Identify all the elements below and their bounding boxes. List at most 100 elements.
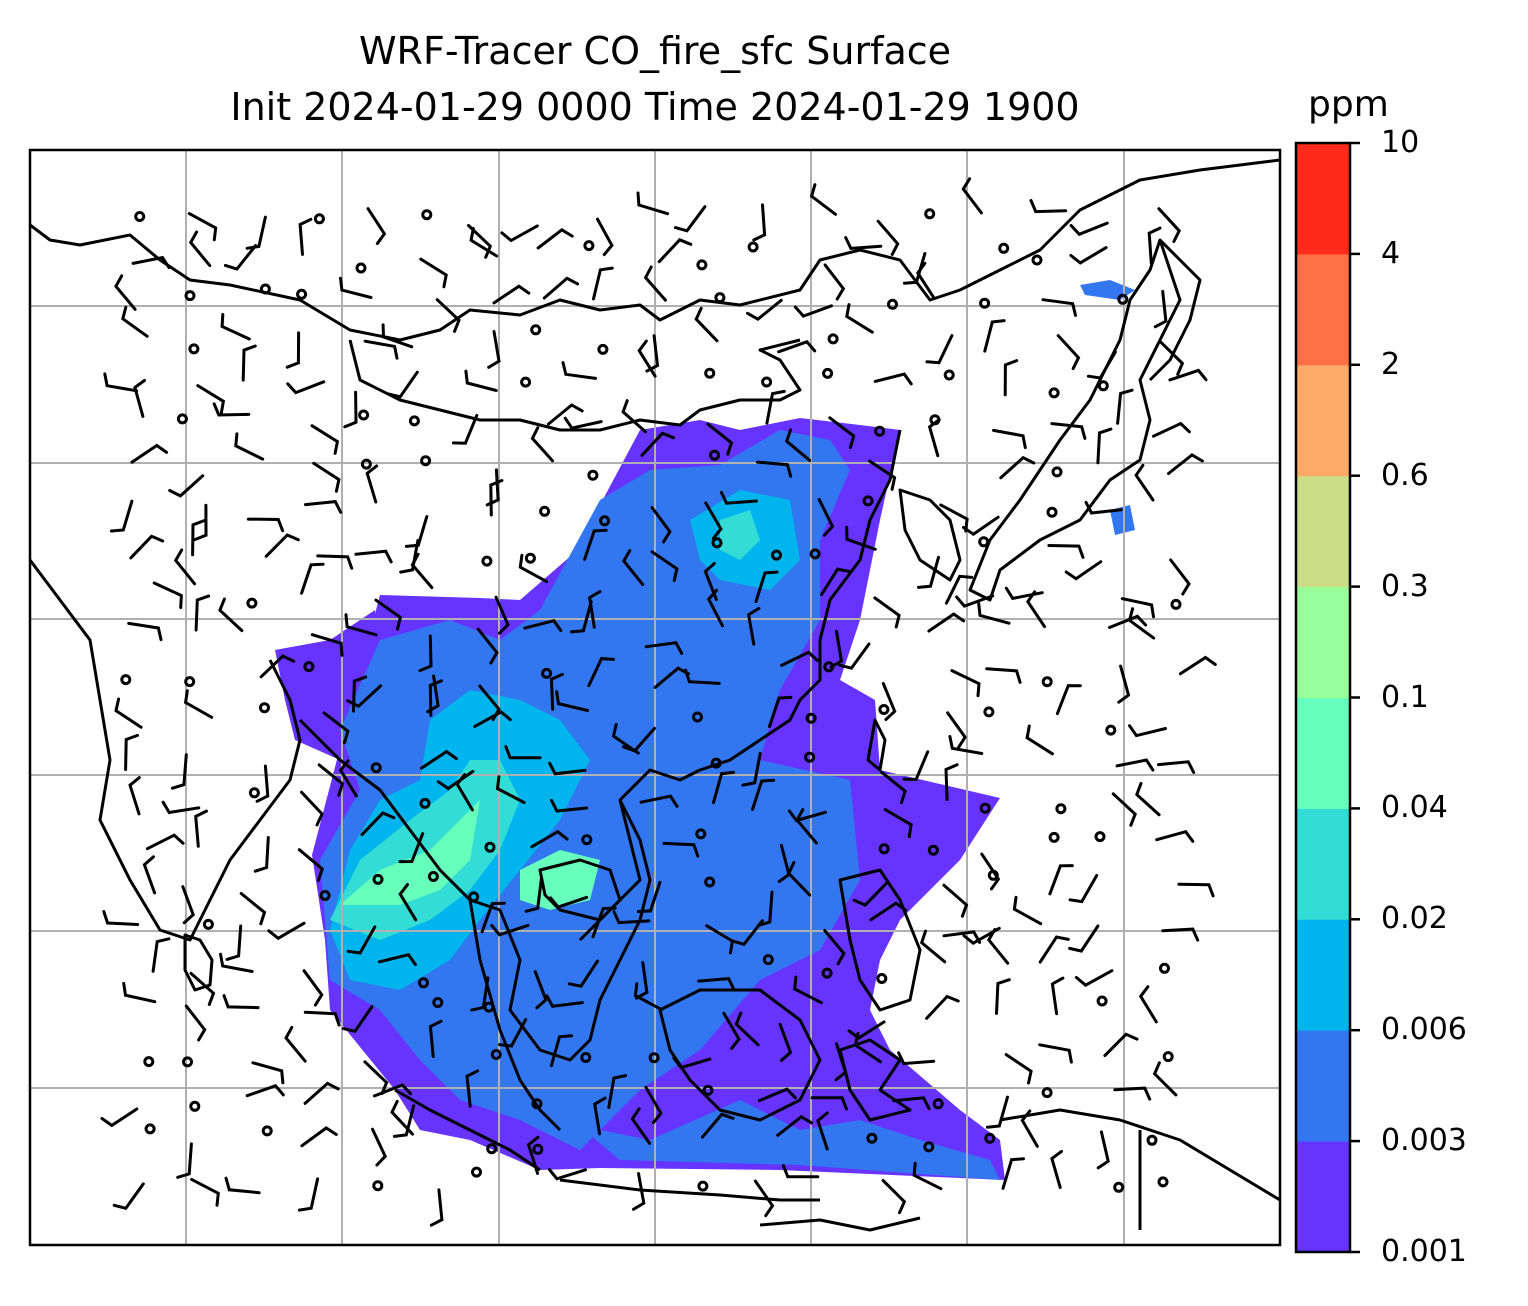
wind-barb	[392, 1104, 416, 1138]
wind-calm-marker	[762, 954, 774, 966]
wind-calm-marker	[648, 1052, 660, 1064]
wind-barb	[549, 895, 589, 909]
wind-barb	[1001, 1157, 1025, 1190]
wind-barb	[1050, 1149, 1063, 1189]
wind-calm-marker	[296, 288, 308, 300]
wind-barb	[124, 733, 139, 771]
wind-barb	[612, 910, 651, 925]
wind-barb	[122, 981, 157, 1004]
wind-barb	[487, 330, 501, 369]
wind-barb	[300, 790, 324, 827]
wind-barb	[173, 548, 197, 586]
wind-barb	[944, 574, 974, 605]
wind-calm-marker	[597, 343, 609, 355]
wind-calm-marker	[355, 262, 367, 274]
wind-barb	[962, 515, 1000, 537]
wind-calm-marker	[313, 213, 325, 225]
wind-calm-marker	[821, 967, 833, 979]
wind-barb	[985, 667, 1022, 684]
wind-calm-marker	[372, 873, 384, 885]
wind-calm-marker	[862, 495, 874, 507]
wind-barb	[694, 306, 719, 343]
wind-barb	[1004, 1053, 1033, 1085]
wind-calm-marker	[524, 552, 536, 564]
wind-barb	[756, 890, 774, 927]
wind-barb	[100, 1107, 139, 1128]
field-small-patch-japan	[1110, 505, 1135, 535]
wind-barb	[547, 403, 584, 426]
wind-calm-marker	[695, 828, 707, 840]
wind-calm-marker	[134, 211, 146, 222]
wind-barb	[637, 880, 662, 913]
wind-barb	[131, 255, 171, 270]
wind-barb	[644, 641, 684, 655]
wind-barb	[429, 1188, 444, 1227]
wind-calm-marker	[184, 290, 196, 302]
wind-barb	[469, 227, 499, 258]
wind-barb	[130, 443, 169, 464]
wind-barb	[352, 675, 368, 713]
wind-calm-marker	[580, 1052, 592, 1063]
wind-barb	[465, 1069, 480, 1108]
wind-barb	[942, 883, 969, 918]
wind-calm-marker	[360, 458, 372, 470]
colorbar	[1294, 141, 1360, 1254]
indochina	[298, 718, 652, 1062]
wind-barb	[490, 923, 530, 937]
wind-barb	[809, 183, 837, 216]
wind-barb	[191, 519, 206, 557]
wind-barb	[712, 770, 735, 804]
wind-barb	[363, 1060, 389, 1096]
wind-barb	[897, 1051, 936, 1066]
wind-barb	[919, 929, 947, 964]
wind-calm-marker	[531, 1098, 543, 1110]
wind-barb	[548, 761, 587, 776]
map-frame	[28, 148, 1282, 1247]
wind-barb	[650, 550, 679, 582]
wind-barb	[1138, 985, 1158, 1024]
colorbar-segment	[1296, 364, 1350, 477]
wind-calm-marker	[866, 1132, 878, 1144]
wind-barb	[817, 498, 835, 537]
wind-calm-marker	[979, 802, 991, 814]
wind-barb	[834, 1042, 848, 1082]
colorbar-segment	[1296, 143, 1350, 255]
wind-barb	[151, 937, 171, 973]
wind-calm-marker	[486, 1143, 498, 1155]
sumatra	[394, 1088, 541, 1172]
wind-barb	[1068, 874, 1099, 904]
colorbar-tick-label: 0.04	[1381, 790, 1448, 826]
wind-barb	[473, 710, 512, 728]
wind-barb	[591, 906, 617, 939]
wind-barb	[983, 319, 1006, 353]
wind-barb	[259, 654, 296, 679]
wind-barb	[112, 1182, 145, 1211]
wind-calm-marker	[143, 1056, 155, 1068]
wind-barb	[103, 372, 139, 393]
wind-calm-marker	[372, 1180, 384, 1192]
wind-barb	[948, 735, 984, 755]
wind-calm-marker	[822, 367, 834, 379]
wind-barb	[322, 711, 350, 745]
wind-barb	[1069, 246, 1108, 265]
wind-barb	[741, 751, 762, 787]
wind-calm-marker	[188, 343, 200, 355]
wind-barb	[317, 763, 345, 797]
wind-barb	[621, 549, 645, 586]
wind-barb	[925, 994, 960, 1020]
wind-barb	[1135, 781, 1161, 817]
wind-barb	[706, 588, 724, 628]
wind-barb	[1096, 1130, 1110, 1170]
wind-barb	[127, 621, 163, 642]
wind-barb	[220, 313, 251, 341]
wind-calm-marker	[420, 455, 432, 467]
wind-barb	[381, 323, 414, 349]
wind-barb	[881, 682, 897, 721]
wind-barb	[297, 1177, 320, 1212]
colorbar-segment	[1296, 697, 1350, 809]
wind-calm-marker	[421, 209, 433, 221]
wind-barb	[310, 633, 344, 657]
wind-barb	[398, 832, 425, 864]
wind-barb	[366, 207, 387, 245]
wind-calm-marker	[261, 1125, 273, 1137]
